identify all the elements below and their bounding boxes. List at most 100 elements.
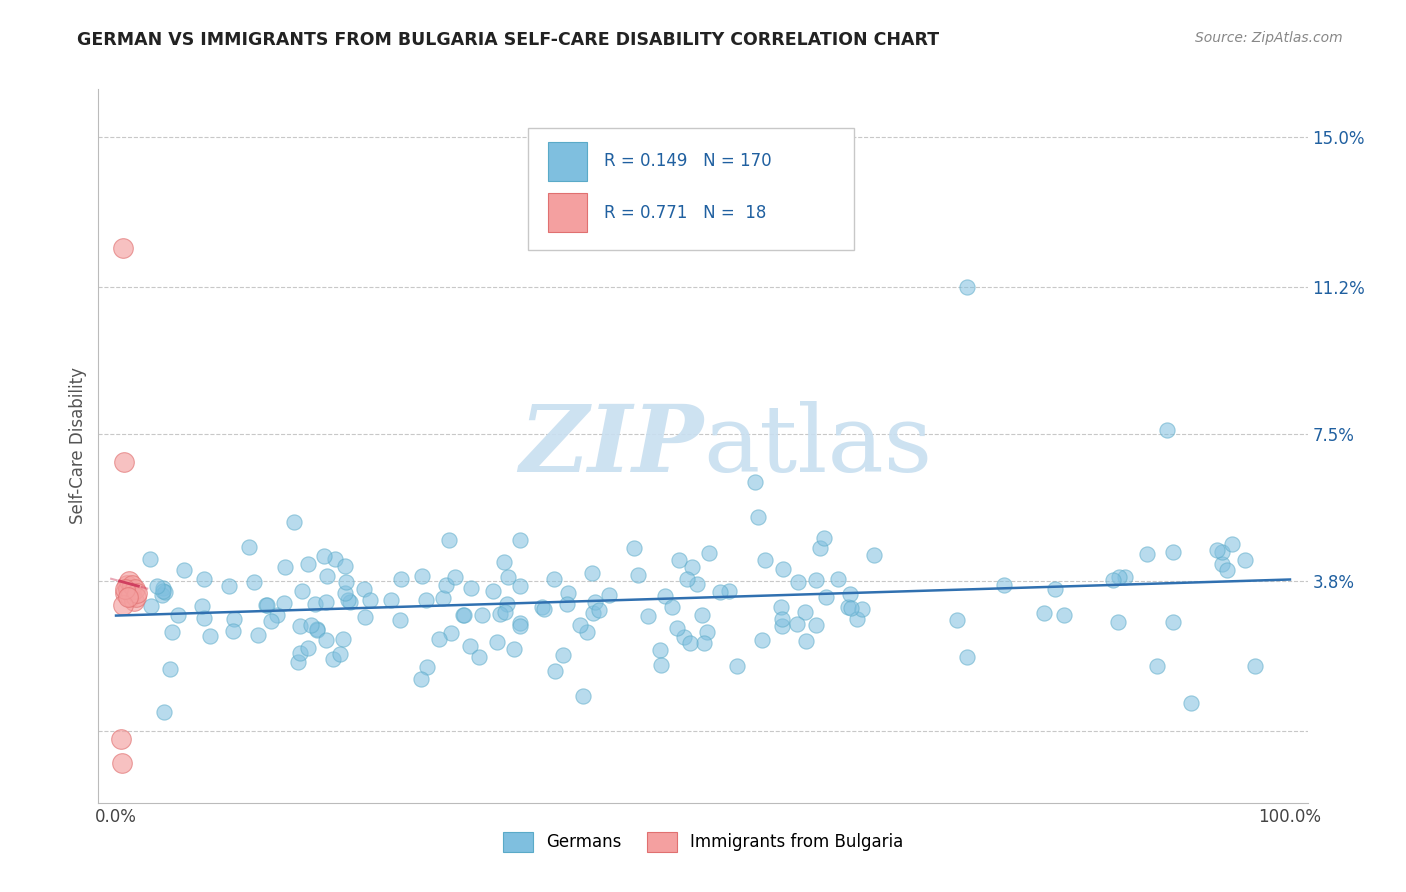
Text: R = 0.149   N = 170: R = 0.149 N = 170 bbox=[603, 153, 772, 170]
Point bbox=[117, 582, 139, 596]
Point bbox=[437, 533, 460, 547]
Point bbox=[623, 541, 645, 556]
Point bbox=[167, 607, 190, 622]
Point bbox=[389, 572, 412, 586]
Point bbox=[304, 597, 326, 611]
Point bbox=[1220, 537, 1243, 551]
Point bbox=[297, 640, 319, 655]
Text: ZIP: ZIP bbox=[519, 401, 703, 491]
Point bbox=[1053, 607, 1076, 622]
Point bbox=[637, 609, 659, 624]
Point bbox=[152, 583, 174, 598]
Point bbox=[121, 578, 143, 592]
Point bbox=[627, 568, 650, 582]
Point bbox=[808, 541, 831, 555]
Point bbox=[299, 617, 322, 632]
Point bbox=[287, 655, 309, 669]
Point bbox=[492, 555, 515, 569]
Point bbox=[581, 566, 603, 580]
Point bbox=[354, 610, 377, 624]
Point bbox=[575, 625, 598, 640]
Point bbox=[709, 585, 731, 599]
Point bbox=[845, 612, 868, 626]
Point bbox=[416, 660, 439, 674]
Point bbox=[139, 599, 162, 614]
Point bbox=[697, 546, 720, 560]
Point bbox=[806, 573, 828, 587]
Point bbox=[146, 579, 169, 593]
Point bbox=[432, 591, 454, 605]
Point bbox=[444, 570, 467, 584]
Point bbox=[544, 664, 567, 678]
Point bbox=[956, 649, 979, 664]
Point bbox=[222, 624, 245, 638]
Point bbox=[117, 590, 139, 604]
Text: atlas: atlas bbox=[703, 401, 932, 491]
Point bbox=[496, 597, 519, 611]
Point bbox=[588, 602, 610, 616]
Point bbox=[509, 615, 531, 630]
Point bbox=[115, 578, 138, 592]
Point bbox=[256, 599, 278, 613]
Point bbox=[150, 588, 173, 602]
Point bbox=[256, 598, 278, 612]
FancyBboxPatch shape bbox=[527, 128, 855, 250]
Point bbox=[794, 634, 817, 648]
Point bbox=[335, 586, 357, 600]
Point bbox=[661, 599, 683, 614]
Point bbox=[247, 628, 270, 642]
Point bbox=[380, 592, 402, 607]
Point bbox=[654, 589, 676, 603]
Point bbox=[551, 648, 574, 663]
Point bbox=[222, 612, 245, 626]
Point bbox=[1043, 582, 1066, 596]
Point bbox=[460, 582, 482, 596]
Point bbox=[468, 650, 491, 665]
Point bbox=[772, 561, 794, 575]
Point bbox=[1107, 615, 1129, 629]
Point bbox=[1136, 547, 1159, 561]
Point bbox=[568, 617, 591, 632]
Point bbox=[496, 569, 519, 583]
Point bbox=[503, 642, 526, 657]
Point bbox=[120, 590, 142, 604]
Point bbox=[114, 582, 136, 596]
Point bbox=[806, 618, 828, 632]
Point bbox=[863, 548, 886, 562]
Point bbox=[114, 585, 136, 599]
Point bbox=[427, 632, 450, 646]
Point bbox=[112, 598, 135, 612]
Point bbox=[1180, 696, 1202, 710]
Point bbox=[260, 614, 283, 628]
Point bbox=[1146, 658, 1168, 673]
Point bbox=[956, 280, 979, 294]
Point bbox=[530, 599, 553, 614]
Point bbox=[838, 587, 860, 601]
Point bbox=[555, 597, 578, 611]
Point bbox=[411, 672, 433, 686]
Point bbox=[557, 585, 579, 599]
Point bbox=[827, 572, 849, 586]
Point bbox=[439, 626, 461, 640]
Point bbox=[494, 605, 516, 619]
Point bbox=[314, 549, 336, 563]
Point bbox=[238, 541, 260, 555]
Point bbox=[193, 611, 215, 625]
Point bbox=[242, 575, 264, 590]
Point bbox=[193, 573, 215, 587]
Point bbox=[315, 633, 337, 648]
Point bbox=[388, 613, 411, 627]
Point bbox=[693, 636, 716, 650]
Point bbox=[718, 584, 741, 599]
Point bbox=[359, 593, 381, 607]
Point bbox=[273, 596, 295, 610]
Point bbox=[1114, 570, 1136, 584]
Point bbox=[118, 574, 141, 588]
Point bbox=[160, 625, 183, 640]
Point bbox=[152, 581, 174, 595]
Point bbox=[672, 630, 695, 644]
FancyBboxPatch shape bbox=[548, 142, 586, 181]
Point bbox=[815, 591, 838, 605]
Point bbox=[333, 558, 356, 573]
Point bbox=[307, 623, 329, 637]
